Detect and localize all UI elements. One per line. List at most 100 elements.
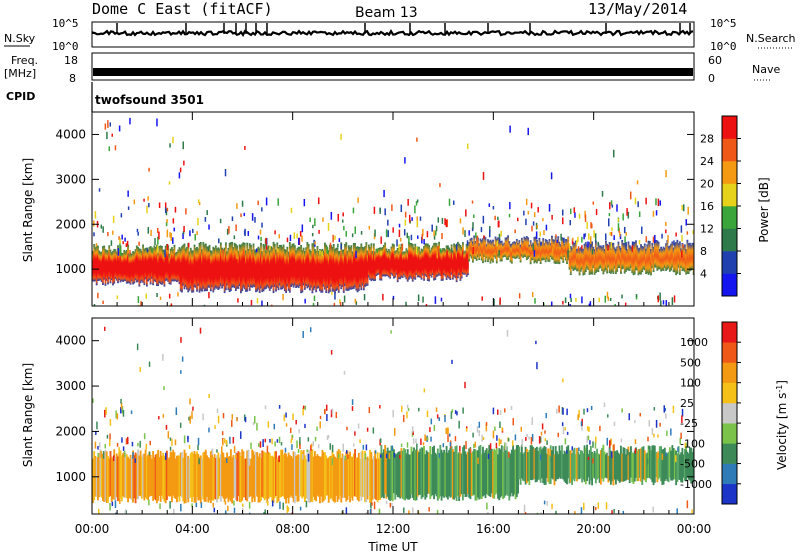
echo-column — [480, 454, 483, 499]
echo-column — [276, 459, 279, 504]
echo-column — [237, 451, 240, 497]
echo-column — [628, 452, 631, 484]
echo-speckle — [335, 411, 338, 419]
echo-column — [266, 247, 269, 287]
echo-column — [520, 444, 523, 479]
echo-speckle — [260, 236, 262, 242]
colorbar-segment — [722, 206, 737, 229]
echo-speckle — [378, 508, 381, 514]
echo-column — [578, 248, 581, 276]
echo-column — [404, 449, 407, 501]
echo-column — [507, 235, 509, 260]
echo-speckle — [408, 510, 410, 514]
echo-speckle — [548, 203, 551, 212]
echo-speckle — [667, 235, 669, 243]
echo-speckle — [265, 242, 268, 250]
date-label: 13/May/2014 — [588, 0, 687, 18]
echo-speckle — [514, 434, 517, 441]
echo-speckle — [305, 500, 308, 508]
echo-speckle — [331, 408, 334, 414]
echo-speckle — [345, 450, 348, 454]
echo-speckle — [436, 250, 438, 259]
echo-column — [517, 445, 520, 494]
echo-speckle — [240, 213, 242, 218]
echo-speckle — [208, 393, 210, 399]
echo-column — [503, 446, 506, 498]
echo-column — [184, 452, 187, 503]
echo-speckle — [223, 456, 225, 462]
echo-column — [403, 251, 405, 276]
echo-column — [334, 456, 336, 503]
echo-column — [250, 458, 252, 497]
echo-column — [428, 452, 430, 494]
echo-speckle — [500, 230, 502, 237]
nave-label: Nave — [752, 63, 780, 76]
echo-column — [582, 248, 585, 276]
echo-column — [576, 447, 578, 482]
echo-column — [120, 252, 123, 282]
echo-column — [219, 454, 222, 502]
echo-column — [680, 452, 683, 483]
echo-speckle — [354, 226, 357, 234]
echo-column — [440, 250, 443, 281]
echo-speckle — [423, 238, 425, 245]
echo-speckle — [531, 417, 534, 425]
echo-column — [558, 445, 561, 478]
echo-speckle — [229, 436, 231, 444]
echo-speckle — [172, 136, 174, 144]
echo-speckle — [673, 295, 676, 303]
echo-speckle — [140, 301, 142, 306]
echo-speckle — [686, 231, 689, 235]
echo-speckle — [296, 233, 298, 239]
echo-speckle — [562, 378, 564, 383]
echo-column — [231, 241, 234, 288]
echo-speckle — [415, 246, 418, 255]
echo-column — [608, 242, 611, 274]
echo-speckle — [478, 430, 481, 437]
echo-speckle — [98, 442, 101, 448]
echo-column — [623, 448, 626, 482]
echo-column — [490, 241, 493, 261]
echo-speckle — [555, 510, 557, 514]
echo-speckle — [198, 201, 201, 206]
echo-column — [283, 452, 286, 500]
echo-column — [489, 239, 492, 264]
echo-speckle — [441, 233, 443, 240]
echo-speckle — [343, 295, 346, 303]
echo-column — [310, 449, 313, 502]
echo-column — [297, 246, 300, 289]
echo-speckle — [276, 439, 279, 443]
echo-column — [365, 457, 368, 503]
echo-speckle — [623, 226, 626, 234]
echo-column — [680, 248, 683, 268]
echo-column — [523, 236, 526, 257]
echo-column — [591, 452, 594, 486]
power-echo-region — [92, 117, 694, 306]
echo-speckle — [231, 414, 234, 420]
echo-speckle — [235, 224, 237, 231]
echo-column — [461, 242, 464, 275]
echo-speckle — [387, 230, 389, 238]
echo-column — [616, 246, 619, 272]
echo-speckle — [530, 437, 533, 445]
echo-speckle — [659, 200, 661, 206]
echo-column — [421, 447, 424, 498]
echo-speckle — [426, 410, 429, 418]
echo-speckle — [96, 421, 98, 430]
echo-speckle — [575, 297, 577, 302]
echo-column — [690, 447, 693, 484]
echo-speckle — [423, 388, 426, 393]
echo-column — [445, 245, 448, 280]
echo-column — [307, 243, 310, 288]
echo-speckle — [634, 420, 636, 424]
echo-speckle — [192, 406, 194, 411]
echo-speckle — [129, 117, 131, 125]
echo-speckle — [345, 507, 348, 514]
echo-column — [489, 447, 492, 497]
echo-column — [544, 447, 547, 485]
echo-speckle — [466, 240, 469, 246]
echo-speckle — [684, 442, 687, 448]
echo-speckle — [459, 218, 462, 224]
echo-column — [152, 451, 155, 501]
